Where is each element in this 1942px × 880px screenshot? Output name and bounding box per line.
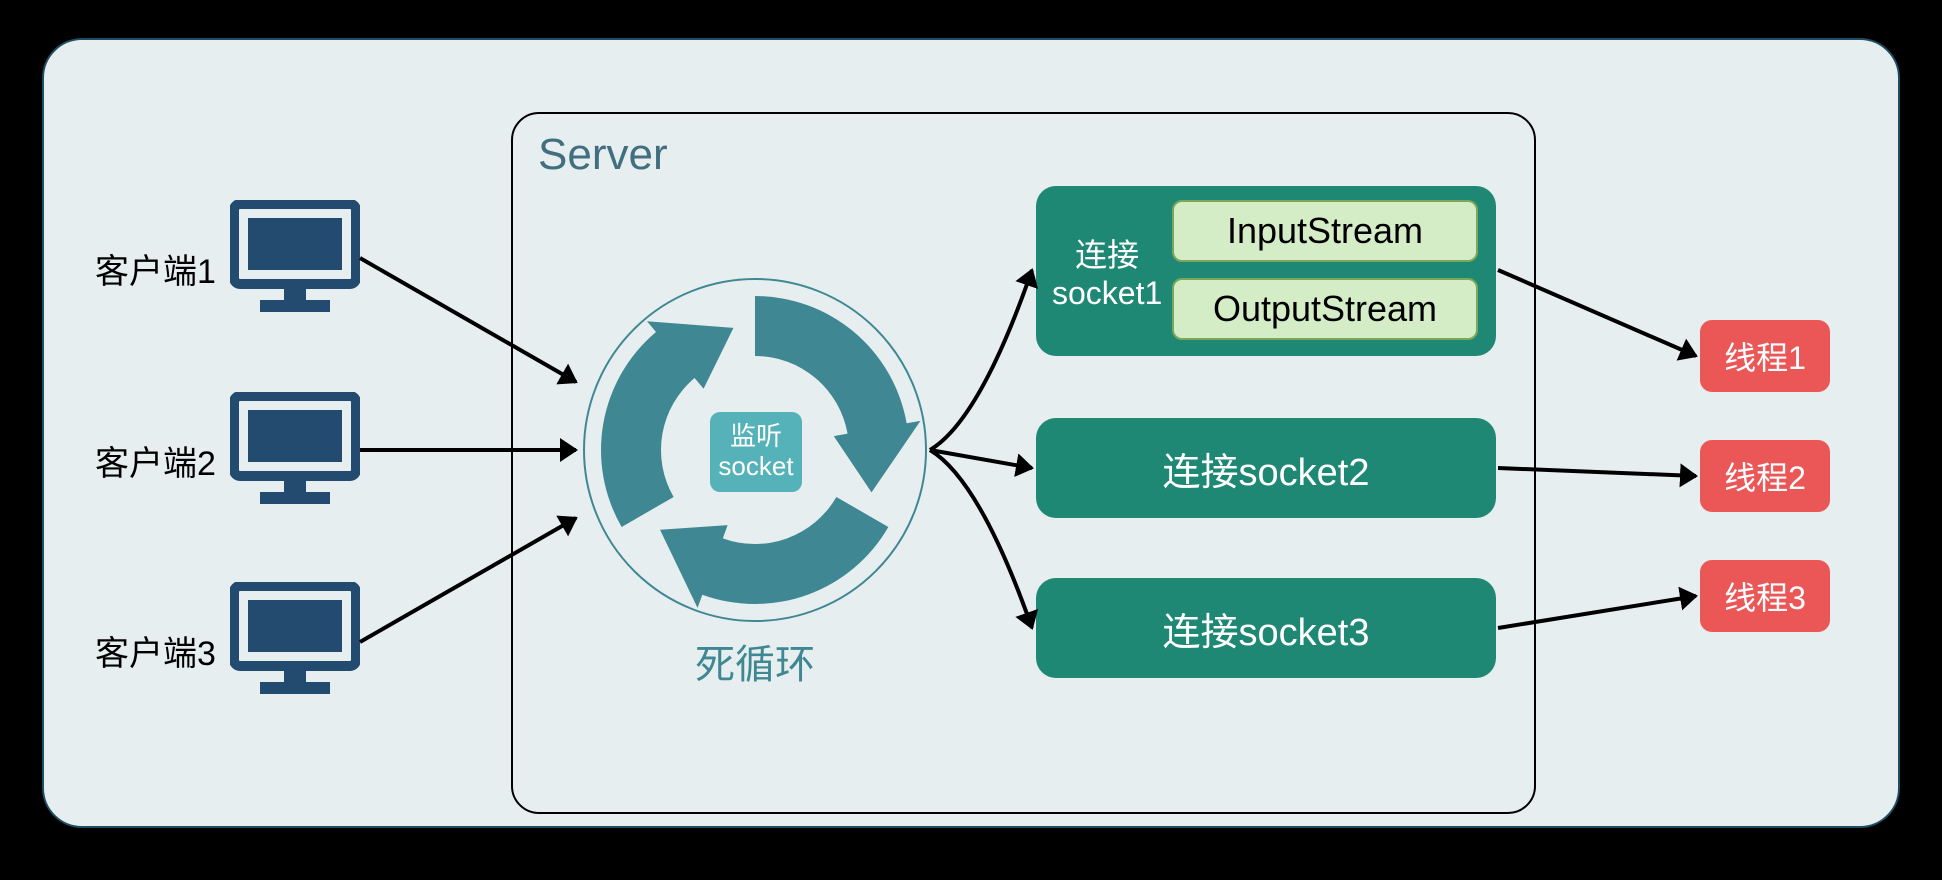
client-label-2: 客户端2	[95, 436, 216, 485]
thread-box-3: 线程3	[1700, 560, 1830, 632]
client-label-3: 客户端3	[95, 626, 216, 675]
socket3-box: 连接socket3	[1036, 578, 1496, 678]
output-stream-box: OutputStream	[1172, 278, 1478, 340]
socket1-label-line2: socket1	[1052, 275, 1162, 311]
thread-box-2: 线程2	[1700, 440, 1830, 512]
monitor-icon	[230, 200, 360, 318]
listen-line2: socket	[718, 452, 793, 482]
input-stream-box: InputStream	[1172, 200, 1478, 262]
thread-box-1: 线程1	[1700, 320, 1830, 392]
server-title: Server	[538, 130, 668, 180]
socket2-box: 连接socket2	[1036, 418, 1496, 518]
monitor-icon	[230, 392, 360, 510]
diagram-canvas: Server 客户端1 客户端2 客户端3 监听 socket 死循环 连接 s…	[0, 0, 1942, 880]
cycle-label: 死循环	[655, 632, 855, 690]
listen-line1: 监听	[730, 422, 782, 452]
socket1-label: 连接 socket1	[1052, 236, 1162, 313]
listen-socket-box: 监听 socket	[710, 412, 802, 492]
monitor-icon	[230, 582, 360, 700]
socket1-label-line1: 连接	[1075, 237, 1139, 273]
client-label-1: 客户端1	[95, 244, 216, 293]
